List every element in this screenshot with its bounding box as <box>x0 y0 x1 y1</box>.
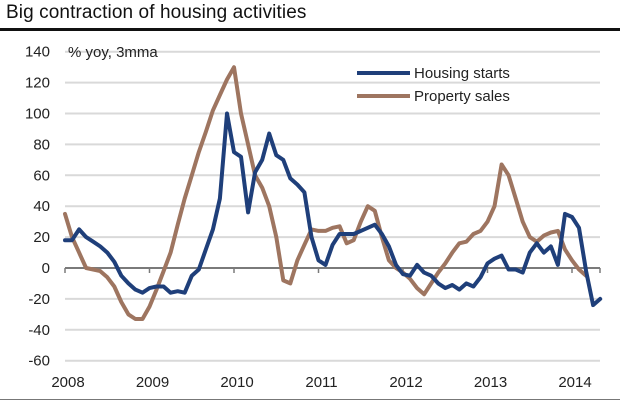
legend-label-housing-starts: Housing starts <box>414 65 510 82</box>
x-tick-labels: 2008 2009 2010 2011 2012 2013 2014 <box>51 374 591 391</box>
y-tick-label: 40 <box>33 198 50 215</box>
legend-label-property-sales: Property sales <box>414 88 510 105</box>
series-line-property-sales <box>63 65 589 321</box>
y-tick-label: 80 <box>33 136 50 153</box>
y-tick-label: 120 <box>25 75 50 92</box>
y-tick-labels: 140 120 100 80 60 40 20 0 -20 -40 -60 <box>25 44 50 370</box>
y-tick-label: -40 <box>28 322 50 339</box>
y-axis-unit-label: % yoy, 3mma <box>68 44 158 61</box>
y-tick-label: 60 <box>33 167 50 184</box>
y-tick-label: 20 <box>33 229 50 246</box>
x-tick-label: 2013 <box>474 374 507 391</box>
legend: Housing starts Property sales <box>357 65 510 105</box>
x-tick-label: 2009 <box>136 374 169 391</box>
y-tick-label: -20 <box>28 291 50 308</box>
gridlines <box>65 50 600 362</box>
x-tick-label: 2012 <box>389 374 422 391</box>
title-rule <box>0 28 620 31</box>
series-line-housing-starts <box>63 111 603 308</box>
x-tick-label: 2008 <box>51 374 84 391</box>
bottom-rule <box>0 399 620 400</box>
series-lines <box>63 65 603 321</box>
chart-title: Big contraction of housing activities <box>6 2 307 23</box>
y-tick-label: 100 <box>25 106 50 123</box>
x-tick-label: 2010 <box>220 374 253 391</box>
x-tick-label: 2014 <box>558 374 591 391</box>
x-tick-label: 2011 <box>305 374 337 391</box>
y-tick-label: 140 <box>25 44 50 61</box>
y-tick-label: -60 <box>28 353 50 370</box>
y-tick-label: 0 <box>42 260 50 277</box>
